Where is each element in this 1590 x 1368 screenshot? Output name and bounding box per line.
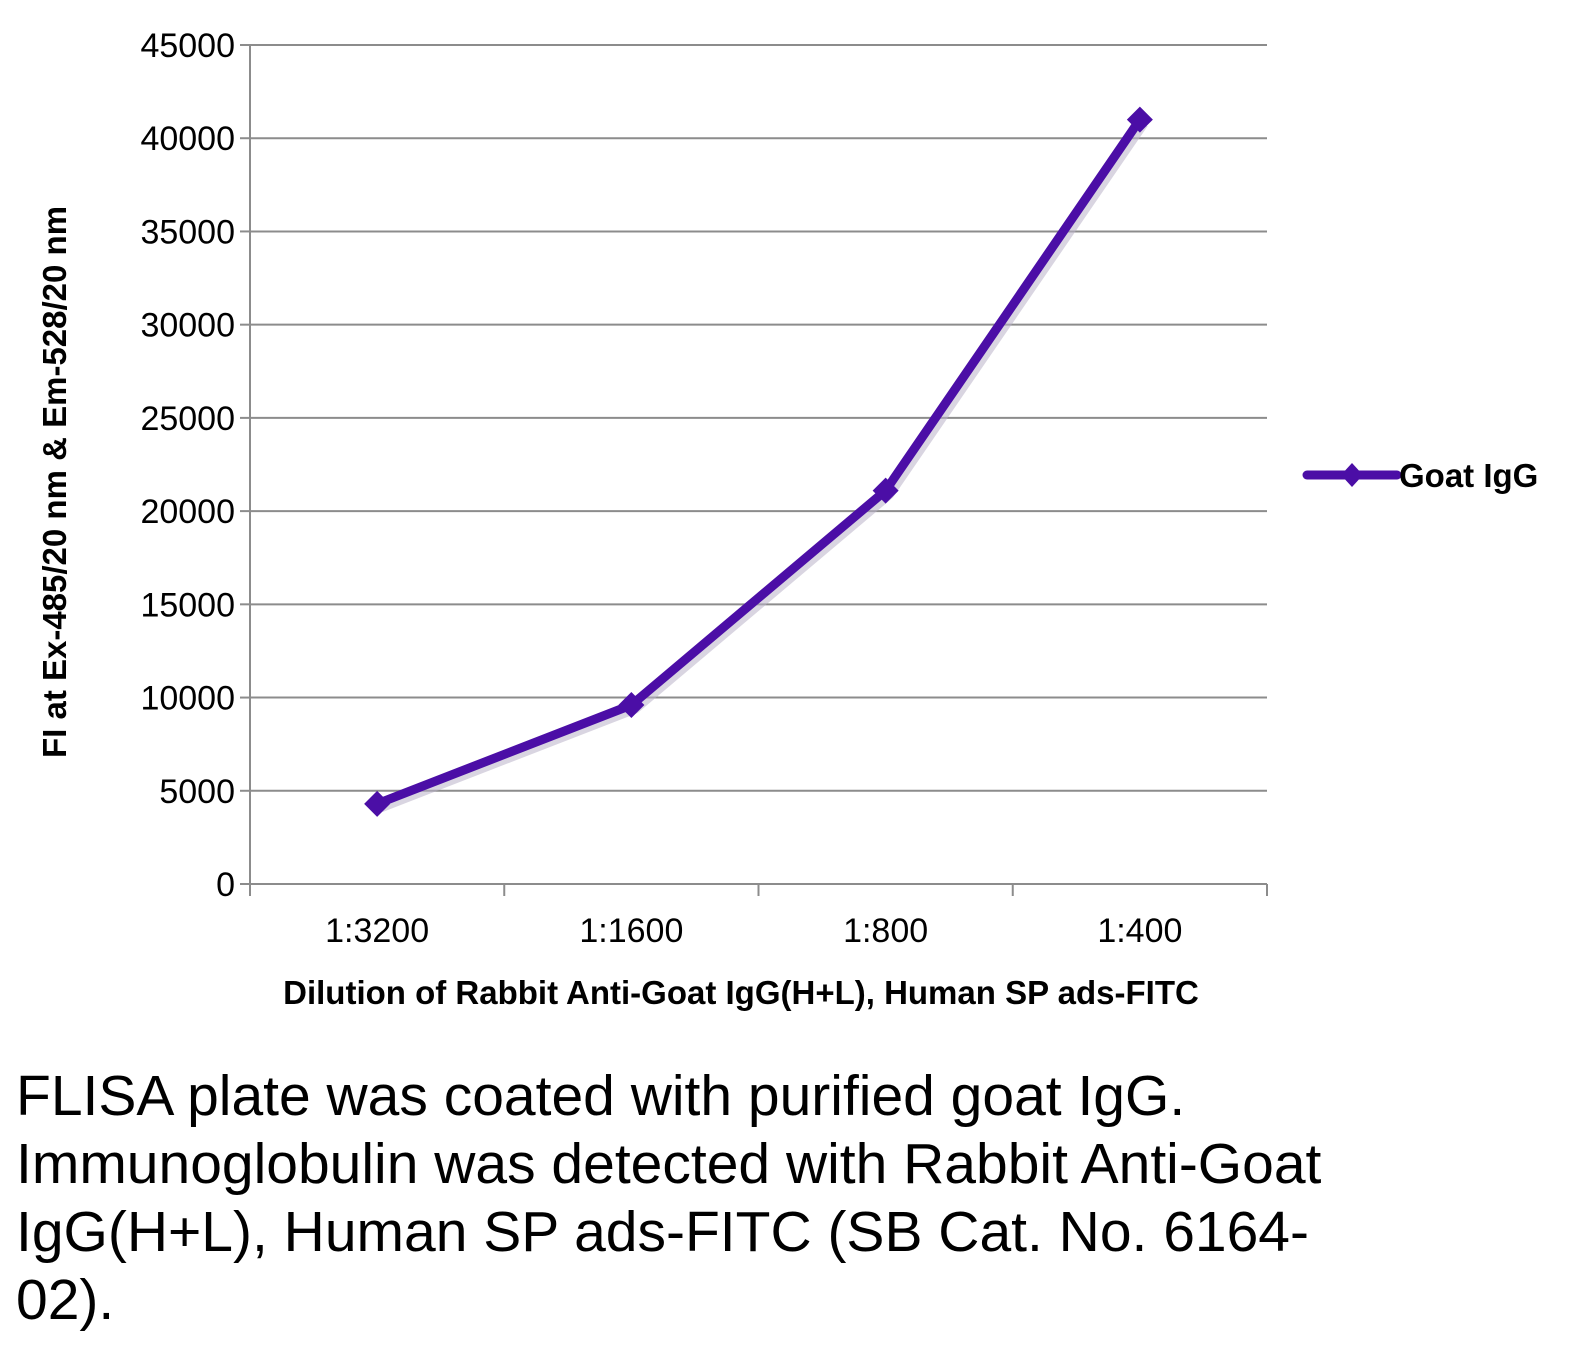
y-tick-label-15000: 15000 xyxy=(140,586,235,624)
x-tick-label-1-3200: 1:3200 xyxy=(325,912,429,950)
y-tick-label-35000: 35000 xyxy=(140,213,235,251)
y-axis-title: FI at Ex-485/20 nm & Em-528/20 nm xyxy=(36,206,73,758)
data-point-1-800 xyxy=(872,477,899,504)
data-point-1-400 xyxy=(1126,106,1153,133)
y-tick-label-0: 0 xyxy=(216,866,235,904)
y-tick-label-40000: 40000 xyxy=(140,120,235,158)
y-tick-label-10000: 10000 xyxy=(140,680,235,718)
legend-label-goat-igg: Goat IgG xyxy=(1399,457,1538,494)
y-tick-label-45000: 45000 xyxy=(140,27,235,65)
line-chart: 0 5000 10000 15000 20000 25000 30000 35000 40000… xyxy=(36,27,1538,1011)
x-tick-label-1-800: 1:800 xyxy=(843,912,928,950)
y-tick-label-5000: 5000 xyxy=(159,773,235,811)
data-point-1-1600 xyxy=(618,692,645,719)
data-point-1-3200 xyxy=(364,790,391,817)
axes xyxy=(240,44,1268,896)
y-tick-label-30000: 30000 xyxy=(140,307,235,345)
x-tick-labels: 1:3200 1:1600 1:800 1:400 xyxy=(325,912,1182,950)
legend-diamond-marker xyxy=(1341,463,1363,487)
y-tick-label-20000: 20000 xyxy=(140,493,235,531)
legend: Goat IgG xyxy=(1302,457,1538,494)
x-axis-title: Dilution of Rabbit Anti-Goat IgG(H+L), H… xyxy=(283,974,1199,1011)
series-goat-igg xyxy=(364,106,1153,817)
series-line-shadow xyxy=(379,121,1148,812)
series-line-0 xyxy=(372,115,1145,809)
y-tick-labels: 0 5000 10000 15000 20000 25000 30000 35000 40000… xyxy=(140,27,235,904)
gridlines xyxy=(250,44,1267,792)
figure-caption: FLISA plate was coated with purified goa… xyxy=(16,1064,1322,1332)
y-tick-label-25000: 25000 xyxy=(140,400,235,438)
x-tick-label-1-400: 1:400 xyxy=(1097,912,1182,950)
x-tick-label-1-1600: 1:1600 xyxy=(579,912,683,950)
